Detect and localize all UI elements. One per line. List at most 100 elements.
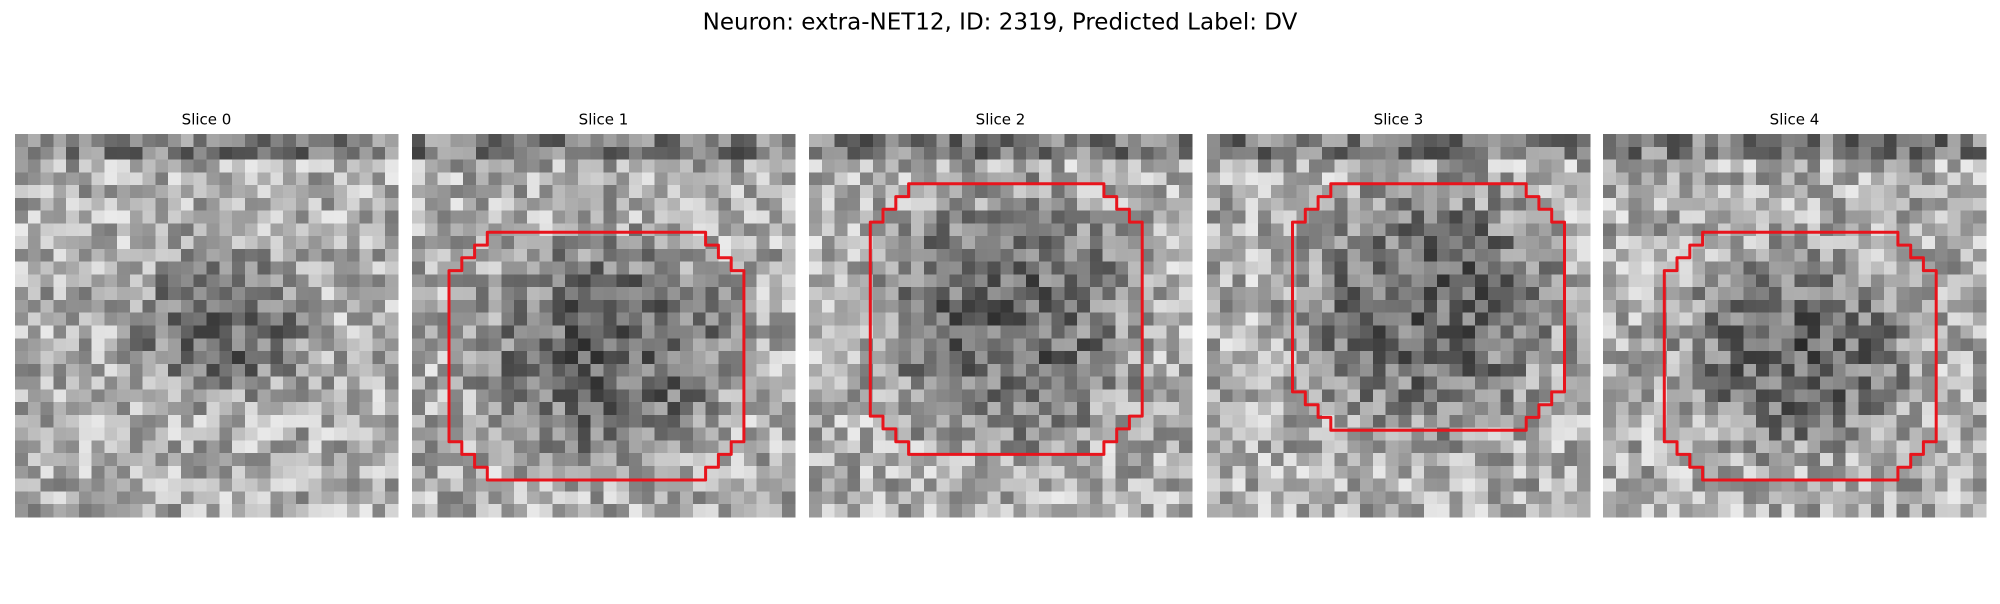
pixel xyxy=(1140,427,1155,441)
pixel xyxy=(1026,185,1040,199)
pixel xyxy=(1051,440,1065,454)
pixel xyxy=(1449,248,1463,263)
pixel xyxy=(1692,274,1706,288)
pixel xyxy=(1179,185,1193,199)
pixel xyxy=(616,465,630,480)
pixel xyxy=(590,248,604,263)
pixel xyxy=(1487,453,1502,467)
pixel xyxy=(1564,146,1578,160)
pixel xyxy=(78,261,92,275)
pixel xyxy=(1334,376,1348,390)
pixel xyxy=(1038,363,1052,377)
pixel xyxy=(450,389,464,403)
pixel xyxy=(359,325,373,339)
pixel xyxy=(705,236,719,250)
pixel xyxy=(667,376,681,390)
pixel xyxy=(180,363,195,377)
pixel xyxy=(526,261,541,275)
pixel xyxy=(1140,248,1155,263)
pixel xyxy=(104,172,118,186)
pixel xyxy=(1258,223,1272,237)
pixel xyxy=(949,223,963,237)
pixel xyxy=(1360,504,1374,518)
pixel xyxy=(193,453,207,467)
pixel xyxy=(1858,287,1872,301)
pixel xyxy=(539,274,553,288)
pixel xyxy=(66,325,80,339)
pixel xyxy=(577,389,592,403)
pixel xyxy=(860,465,874,480)
pixel xyxy=(809,134,823,148)
pixel xyxy=(936,210,950,224)
pixel xyxy=(1064,338,1078,352)
pixel xyxy=(1219,287,1233,301)
pixel xyxy=(616,504,630,518)
pixel xyxy=(66,504,80,518)
pixel xyxy=(872,376,886,390)
pixel xyxy=(1615,376,1629,390)
pixel xyxy=(577,146,592,160)
pixel xyxy=(244,338,258,352)
pixel xyxy=(1960,504,1974,518)
pixel xyxy=(1743,287,1757,301)
pixel xyxy=(1666,504,1680,518)
pixel xyxy=(1064,312,1078,326)
pixel xyxy=(743,491,758,505)
pixel xyxy=(1026,325,1040,339)
pixel xyxy=(1321,389,1336,403)
pixel xyxy=(359,312,373,326)
pixel xyxy=(577,504,592,518)
pixel xyxy=(1513,312,1527,326)
pixel xyxy=(782,427,796,441)
pixel xyxy=(1128,453,1142,467)
pixel xyxy=(1858,440,1872,454)
pixel xyxy=(206,236,220,250)
pixel xyxy=(782,197,796,211)
pixel xyxy=(15,440,29,454)
pixel xyxy=(346,325,361,339)
pixel xyxy=(372,197,386,211)
pixel xyxy=(949,351,963,365)
pixel xyxy=(1564,351,1578,365)
pixel xyxy=(1551,453,1565,467)
pixel xyxy=(834,414,848,429)
pixel xyxy=(180,287,195,301)
pixel xyxy=(1551,351,1565,365)
pixel xyxy=(1820,134,1834,148)
pixel xyxy=(923,287,938,301)
pixel xyxy=(809,325,823,339)
pixel xyxy=(1153,274,1167,288)
pixel xyxy=(1909,223,1923,237)
pixel xyxy=(27,134,41,148)
pixel xyxy=(1258,185,1272,199)
pixel xyxy=(412,312,426,326)
pixel xyxy=(1475,363,1489,377)
pixel xyxy=(629,363,643,377)
pixel xyxy=(385,248,399,263)
pixel xyxy=(1551,287,1565,301)
pixel xyxy=(1462,414,1476,429)
pixel xyxy=(1026,376,1040,390)
pixel xyxy=(565,299,579,314)
pixel xyxy=(359,389,373,403)
pixel xyxy=(1385,389,1399,403)
pixel xyxy=(66,402,80,416)
pixel xyxy=(782,287,796,301)
pixel xyxy=(834,504,848,518)
pixel xyxy=(885,402,899,416)
pixel xyxy=(1820,453,1834,467)
pixel xyxy=(1526,274,1540,288)
pixel xyxy=(962,389,976,403)
pixel xyxy=(1947,440,1961,454)
pixel xyxy=(1398,453,1412,467)
pixel xyxy=(1487,465,1502,480)
pixel xyxy=(718,414,732,429)
pixel xyxy=(1538,197,1553,211)
pixel xyxy=(590,312,604,326)
pixel xyxy=(1449,363,1463,377)
pixel xyxy=(1551,338,1565,352)
pixel xyxy=(911,504,925,518)
pixel xyxy=(1960,491,1974,505)
pixel xyxy=(193,210,207,224)
pixel xyxy=(705,440,719,454)
